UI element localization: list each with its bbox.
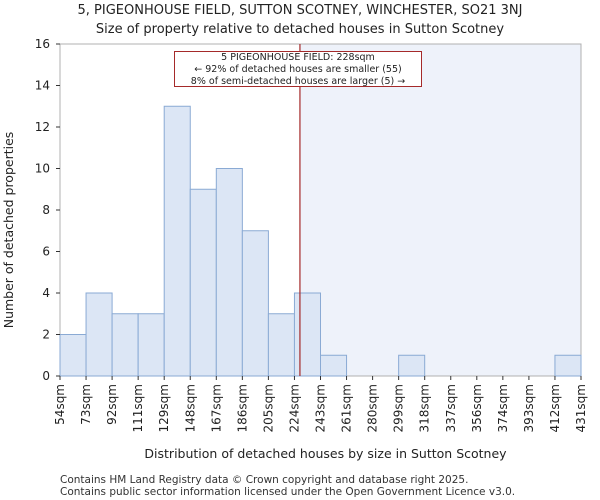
footer-licence: Contains public sector information licen… — [60, 486, 516, 498]
bar-148sqm — [189, 188, 217, 377]
bar-243sqm — [320, 354, 348, 377]
bar-129sqm — [163, 105, 191, 377]
bar-167sqm — [215, 168, 243, 377]
y-tick-label-16: 16 — [35, 37, 50, 51]
x-axis-title: Distribution of detached houses by size … — [144, 446, 507, 461]
bar-205sqm — [267, 313, 295, 377]
x-tick-label-356sqm: 356sqm — [470, 384, 484, 432]
x-tick-label-337sqm: 337sqm — [444, 384, 458, 432]
y-tick-label-2: 2 — [42, 328, 50, 342]
chart-subtitle: Size of property relative to detached ho… — [95, 22, 505, 37]
x-tick-label-318sqm: 318sqm — [418, 384, 432, 432]
x-tick-label-393sqm: 393sqm — [522, 384, 536, 432]
x-tick-label-412sqm: 412sqm — [548, 384, 562, 432]
x-tick-label-73sqm: 73sqm — [79, 384, 93, 425]
bar-73sqm — [85, 292, 113, 377]
highlight-region — [299, 44, 581, 376]
bar-111sqm — [137, 313, 165, 377]
chart-title: 5, PIGEONHOUSE FIELD, SUTTON SCOTNEY, WI… — [77, 3, 523, 18]
x-tick-label-224sqm: 224sqm — [287, 384, 301, 432]
x-tick-label-148sqm: 148sqm — [183, 384, 197, 432]
x-tick-label-92sqm: 92sqm — [105, 384, 119, 425]
x-tick-label-111sqm: 111sqm — [131, 384, 145, 432]
x-tick-label-299sqm: 299sqm — [392, 384, 406, 432]
y-tick-label-8: 8 — [42, 203, 50, 217]
x-tick-label-54sqm: 54sqm — [53, 384, 67, 425]
bar-186sqm — [241, 230, 269, 377]
y-tick-label-14: 14 — [35, 79, 50, 93]
x-tick-label-280sqm: 280sqm — [366, 384, 380, 432]
x-tick-label-167sqm: 167sqm — [209, 384, 223, 432]
bar-54sqm — [59, 334, 87, 377]
bar-412sqm — [554, 354, 582, 377]
y-tick-label-12: 12 — [35, 120, 50, 134]
y-tick-label-0: 0 — [42, 369, 50, 383]
bar-92sqm — [111, 313, 139, 377]
x-tick-label-261sqm: 261sqm — [340, 384, 354, 432]
y-tick-label-4: 4 — [42, 286, 50, 300]
annotation-line-1: 5 PIGEONHOUSE FIELD: 228sqm — [221, 52, 375, 63]
y-tick-label-6: 6 — [42, 245, 50, 259]
annotation-line-3: 8% of semi-detached houses are larger (5… — [190, 76, 406, 87]
x-tick-label-129sqm: 129sqm — [157, 384, 171, 432]
x-tick-label-374sqm: 374sqm — [496, 384, 510, 432]
y-tick-label-10: 10 — [35, 162, 50, 176]
x-tick-label-186sqm: 186sqm — [235, 384, 249, 432]
x-tick-label-243sqm: 243sqm — [314, 384, 328, 432]
annotation-line-2: ← 92% of detached houses are smaller (55… — [194, 64, 402, 75]
y-axis-title: Number of detached properties — [1, 132, 16, 329]
bar-224sqm — [293, 292, 322, 377]
footer-copyright: Contains HM Land Registry data © Crown c… — [60, 474, 469, 486]
x-tick-label-431sqm: 431sqm — [574, 384, 588, 432]
x-tick-label-205sqm: 205sqm — [261, 384, 275, 432]
bar-299sqm — [398, 354, 426, 377]
property-annotation-box: 5 PIGEONHOUSE FIELD: 228sqm ← 92% of det… — [174, 51, 422, 87]
